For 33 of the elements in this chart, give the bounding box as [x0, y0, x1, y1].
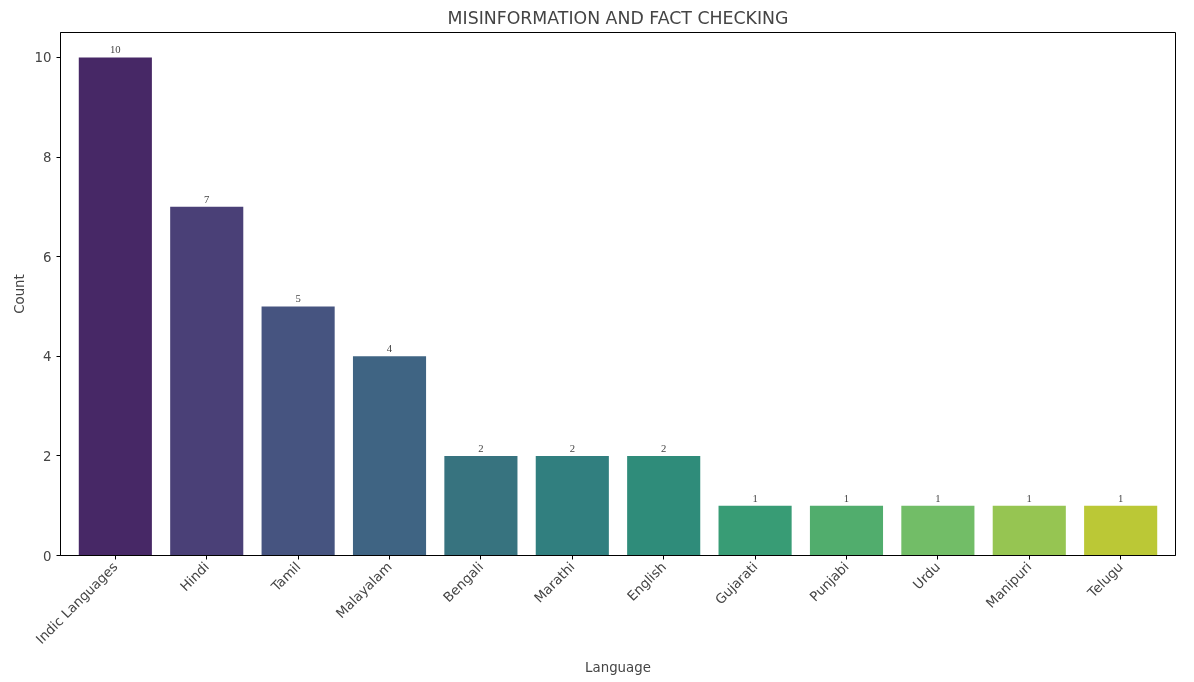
data-label: 2	[661, 442, 667, 454]
data-label: 10	[110, 44, 121, 56]
y-axis-title: Count	[11, 274, 27, 314]
bar	[992, 505, 1066, 556]
bar	[901, 505, 975, 556]
data-label: 5	[295, 293, 301, 305]
bar	[78, 57, 152, 556]
y-tick-label: 10	[34, 50, 52, 66]
bar	[170, 206, 244, 556]
data-label: 7	[204, 193, 211, 205]
chart-title: MISINFORMATION AND FACT CHECKING	[447, 7, 789, 28]
data-label: 2	[569, 442, 575, 454]
bar	[535, 455, 609, 556]
bar	[718, 505, 792, 556]
data-label: 1	[752, 492, 758, 504]
data-label: 1	[935, 492, 941, 504]
y-tick-label: 0	[43, 548, 52, 564]
data-label: 1	[1026, 492, 1032, 504]
bar	[627, 455, 701, 556]
x-axis-title: Language	[585, 660, 651, 676]
data-label: 1	[843, 492, 850, 504]
y-tick-label: 2	[43, 448, 52, 464]
bar	[444, 455, 518, 556]
data-label: 4	[386, 343, 393, 355]
bar	[261, 306, 335, 556]
data-label: 2	[478, 442, 484, 454]
bar	[352, 356, 427, 556]
y-tick-label: 8	[43, 150, 52, 166]
y-tick-label: 6	[43, 249, 52, 265]
bar	[809, 505, 884, 556]
y-tick-label: 4	[43, 349, 52, 365]
bar	[1084, 505, 1158, 556]
data-label: 1	[1118, 492, 1124, 504]
